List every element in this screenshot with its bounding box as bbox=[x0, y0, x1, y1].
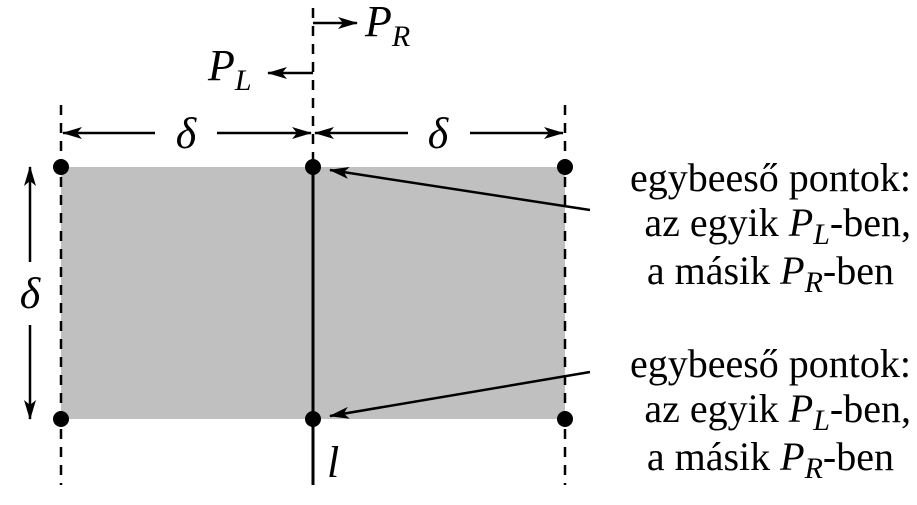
annotation-bottom-line2: az egyik PL-ben, bbox=[644, 386, 911, 437]
delta-right-label: δ bbox=[428, 109, 450, 158]
annotation-top-line2: az egyik PL-ben, bbox=[644, 200, 911, 251]
point-top-right bbox=[557, 159, 573, 175]
point-top-middle bbox=[305, 159, 321, 175]
point-bottom-left bbox=[53, 411, 69, 427]
delta-vertical-label: δ bbox=[20, 269, 42, 318]
delta-left-label: δ bbox=[176, 109, 198, 158]
annotation-top-pointer bbox=[329, 166, 591, 212]
annotation-top-line1: egybeeső pontok: bbox=[630, 155, 911, 200]
annotation-top: egybeeső pontok: az egyik PL-ben, a mási… bbox=[630, 155, 911, 299]
point-bottom-right bbox=[557, 411, 573, 427]
annotation-bottom-pointer bbox=[329, 370, 591, 419]
line-l-label: l bbox=[327, 438, 339, 487]
point-bottom-middle bbox=[305, 411, 321, 427]
annotation-top-line3: a másik PR-ben bbox=[647, 248, 894, 299]
annotation-bottom: egybeeső pontok: az egyik PL-ben, a mási… bbox=[630, 341, 911, 485]
annotation-bottom-line1: egybeeső pontok: bbox=[630, 341, 911, 386]
pr-label: PR bbox=[364, 0, 410, 53]
annotation-bottom-line3: a másik PR-ben bbox=[647, 434, 894, 485]
point-top-left bbox=[53, 159, 69, 175]
pl-label: PL bbox=[207, 41, 252, 97]
